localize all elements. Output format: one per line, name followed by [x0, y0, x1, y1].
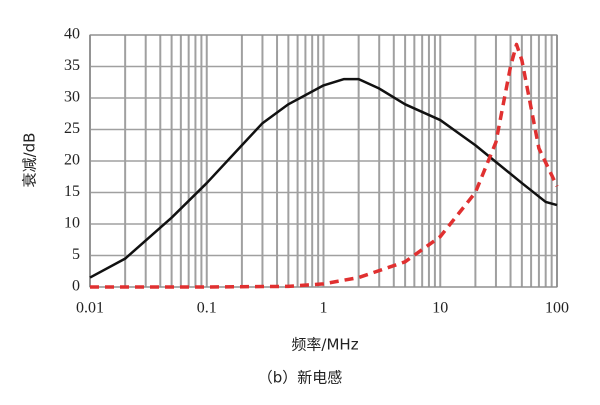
plot-frame — [89, 34, 558, 288]
x-tick-label: 100 — [545, 300, 569, 317]
y-tick-label: 30 — [64, 89, 80, 106]
y-tick-label: 15 — [64, 183, 80, 200]
y-tick-label: 20 — [64, 152, 80, 169]
y-tick-label: 25 — [64, 120, 80, 137]
y-tick-label: 10 — [64, 215, 80, 232]
y-tick-label: 35 — [64, 57, 80, 74]
x-tick-label: 1 — [320, 300, 328, 317]
y-tick-label: 40 — [64, 26, 80, 43]
y-tick-label: 5 — [72, 246, 80, 263]
y-axis-label: 衰减/dB — [21, 133, 39, 188]
x-tick-label: 0.1 — [197, 300, 217, 317]
caption: （b）新电感 — [258, 369, 343, 387]
y-tick-label: 0 — [72, 278, 80, 295]
x-tick-label: 10 — [432, 300, 448, 317]
x-tick-label: 0.01 — [76, 300, 104, 317]
series-line — [90, 42, 559, 289]
x-axis-label: 频率/MHz — [291, 336, 358, 354]
